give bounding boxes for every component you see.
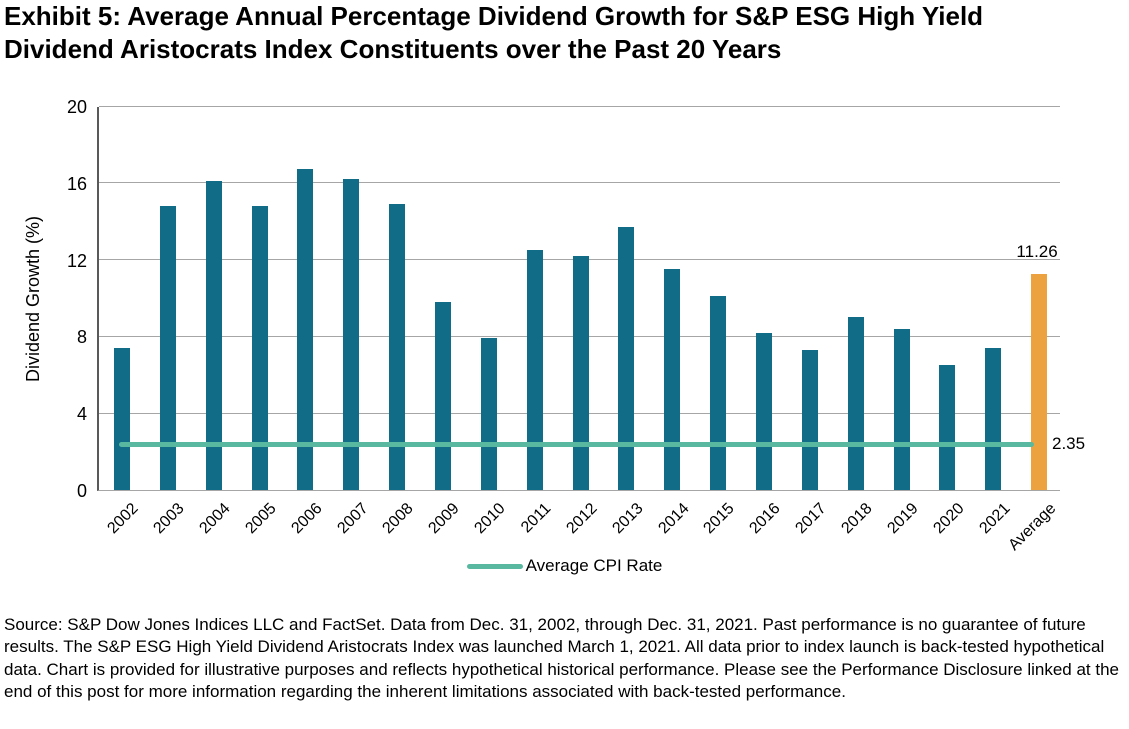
cpi-legend-label: Average CPI Rate bbox=[525, 556, 663, 575]
bar-2007 bbox=[343, 178, 360, 490]
cpi-reference-line bbox=[119, 442, 1034, 448]
bar-2002 bbox=[113, 347, 130, 490]
x-tick-label: 2019 bbox=[884, 500, 922, 538]
bar-2008 bbox=[389, 203, 406, 490]
bar-2015 bbox=[710, 296, 727, 490]
x-tick-label: 2004 bbox=[196, 500, 234, 538]
x-tick-label: 2016 bbox=[746, 500, 784, 538]
x-tick-label: 2006 bbox=[288, 500, 326, 538]
y-tick-label: 20 bbox=[66, 97, 87, 117]
bar-2006 bbox=[297, 169, 314, 490]
y-tick-label: 12 bbox=[66, 250, 87, 271]
y-tick-label: 16 bbox=[66, 173, 87, 194]
plot-area bbox=[97, 105, 1060, 491]
y-tick-label: 8 bbox=[76, 327, 87, 348]
bar-2020 bbox=[939, 365, 956, 490]
y-axis-title: Dividend Growth (%) bbox=[23, 215, 43, 383]
x-tick-label: 2009 bbox=[425, 500, 463, 538]
bar-2018 bbox=[847, 317, 864, 490]
legend: Average CPI Rate bbox=[0, 556, 1129, 576]
x-tick-label: 2007 bbox=[334, 500, 372, 538]
bar-2013 bbox=[618, 226, 635, 490]
bar-2010 bbox=[480, 338, 497, 490]
bar-2004 bbox=[205, 180, 222, 490]
x-tick-label: 2011 bbox=[518, 500, 555, 537]
average-bar-value-label: 11.26 bbox=[1016, 241, 1058, 261]
x-tick-label: 2015 bbox=[700, 500, 739, 538]
y-tick-label: 4 bbox=[76, 404, 87, 425]
x-tick-label: 2020 bbox=[930, 500, 968, 538]
bar-2011 bbox=[526, 250, 543, 490]
y-tick-label: 0 bbox=[76, 481, 87, 501]
bar-2009 bbox=[434, 301, 451, 490]
bar-2021 bbox=[985, 347, 1002, 490]
x-tick-label: 2021 bbox=[976, 500, 1014, 538]
x-tick-label: 2002 bbox=[104, 500, 142, 538]
x-tick-label: 2008 bbox=[379, 500, 418, 538]
bar-2005 bbox=[251, 205, 268, 490]
gridline bbox=[99, 105, 1060, 107]
bar-2012 bbox=[572, 255, 589, 490]
bar-average bbox=[1031, 273, 1048, 490]
page-title: Exhibit 5: Average Annual Percentage Div… bbox=[4, 1, 984, 64]
bar-2003 bbox=[159, 205, 176, 490]
bar-2017 bbox=[801, 349, 818, 490]
bar-2014 bbox=[664, 269, 681, 490]
x-tick-label: 2017 bbox=[792, 500, 830, 538]
x-tick-label: 2012 bbox=[563, 500, 601, 538]
x-tick-label: 2010 bbox=[471, 500, 509, 538]
bar-2016 bbox=[755, 332, 772, 490]
cpi-line-value-label: 2.35 bbox=[1052, 433, 1086, 453]
bar-2019 bbox=[893, 328, 910, 490]
x-tick-label: Average bbox=[1005, 500, 1060, 554]
gridline bbox=[99, 182, 1060, 184]
x-tick-label: 2013 bbox=[609, 500, 647, 538]
source-note: Source: S&P Dow Jones Indices LLC and Fa… bbox=[4, 615, 1120, 702]
x-tick-label: 2003 bbox=[150, 500, 188, 538]
x-tick-label: 2005 bbox=[242, 500, 280, 538]
cpi-line-legend-swatch bbox=[466, 563, 523, 569]
x-tick-label: 2018 bbox=[838, 500, 876, 538]
x-tick-label: 2014 bbox=[655, 500, 693, 538]
